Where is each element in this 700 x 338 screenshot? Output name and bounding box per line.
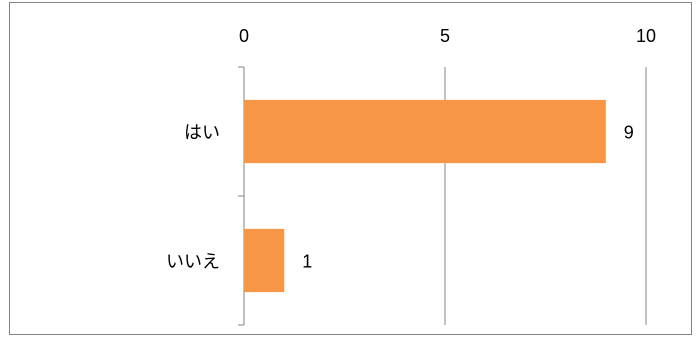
x-tick-label-2: 10 — [636, 26, 656, 46]
data-label-0: 9 — [624, 123, 634, 143]
x-tick-label-0: 0 — [239, 26, 249, 46]
bar-0 — [244, 99, 606, 164]
x-tick-label-1: 5 — [440, 26, 450, 46]
labels: 0 5 10 はい 9 いいえ 1 — [166, 26, 656, 273]
category-label-1: いいえ — [166, 252, 220, 273]
chart-frame — [9, 2, 692, 335]
category-label-0: はい — [184, 123, 220, 144]
bar-1 — [244, 228, 285, 293]
bars — [244, 99, 606, 293]
data-label-1: 1 — [302, 252, 312, 272]
category-axis — [238, 66, 244, 326]
